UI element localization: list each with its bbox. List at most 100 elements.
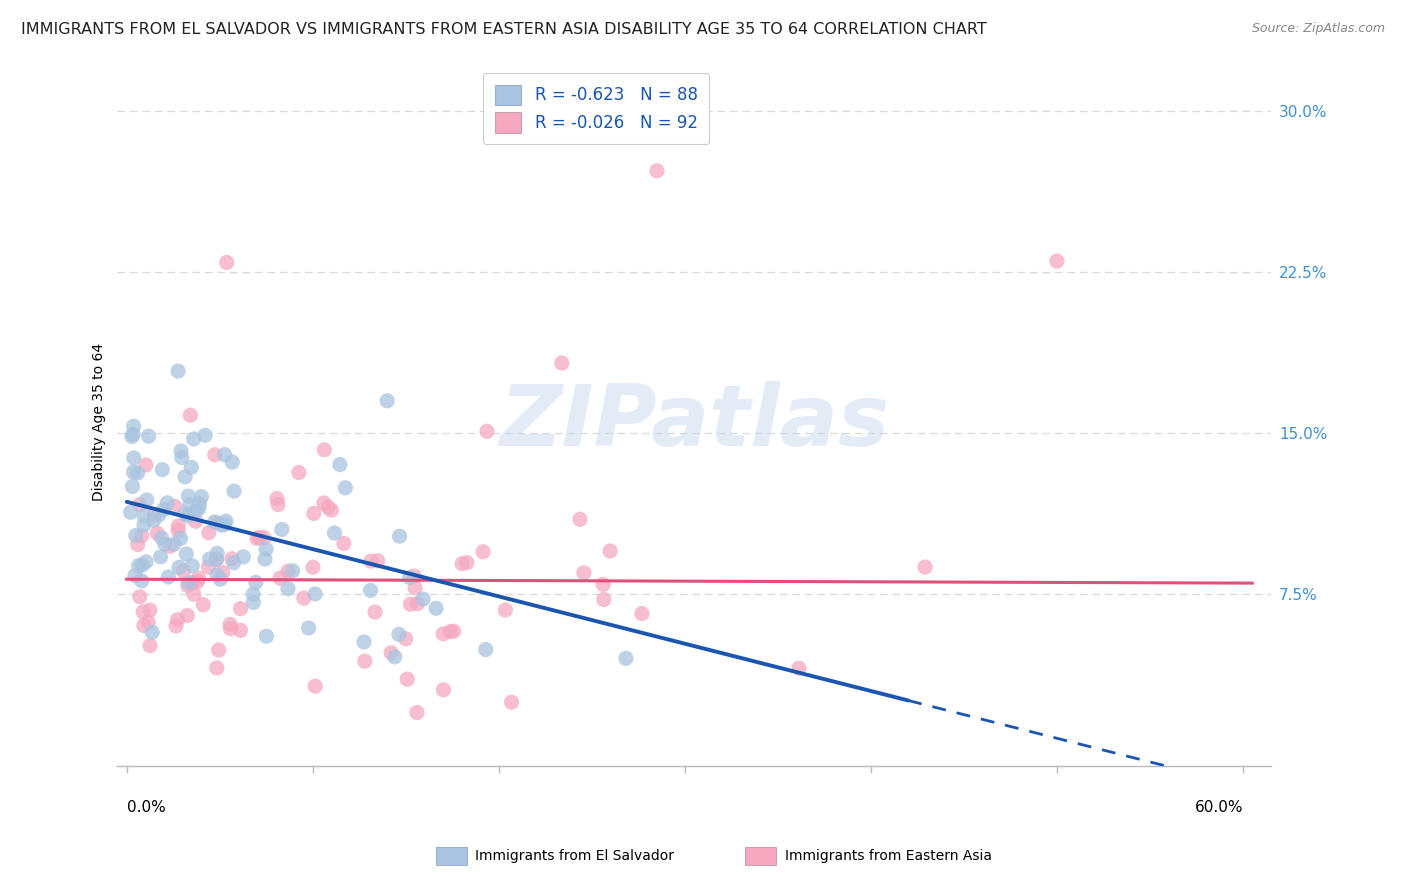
- Point: [380, 646, 402, 660]
- Point: [456, 556, 478, 570]
- Point: [246, 532, 269, 546]
- Point: [183, 432, 205, 446]
- Point: [122, 427, 145, 442]
- Point: [142, 513, 165, 527]
- Point: [329, 458, 352, 472]
- Point: [645, 163, 668, 178]
- Point: [152, 502, 174, 516]
- Point: [148, 508, 170, 522]
- Point: [215, 514, 238, 528]
- Point: [138, 429, 160, 443]
- Point: [131, 558, 153, 573]
- Point: [135, 458, 157, 472]
- Point: [163, 537, 186, 551]
- Point: [614, 651, 637, 665]
- Point: [177, 578, 200, 592]
- Point: [169, 532, 191, 546]
- Point: [399, 597, 422, 611]
- Point: [432, 682, 454, 697]
- Point: [132, 605, 155, 619]
- Point: [121, 479, 143, 493]
- Point: [205, 552, 228, 566]
- Point: [167, 560, 190, 574]
- Point: [501, 695, 523, 709]
- Point: [254, 629, 277, 643]
- Point: [205, 661, 228, 675]
- Text: IMMIGRANTS FROM EL SALVADOR VS IMMIGRANTS FROM EASTERN ASIA DISABILITY AGE 35 TO: IMMIGRANTS FROM EL SALVADOR VS IMMIGRANT…: [21, 22, 987, 37]
- Point: [181, 576, 204, 591]
- Point: [277, 564, 299, 578]
- Point: [204, 515, 226, 529]
- Point: [128, 498, 150, 512]
- Point: [474, 642, 496, 657]
- Point: [425, 601, 447, 615]
- Point: [188, 501, 211, 516]
- Point: [159, 539, 181, 553]
- Point: [398, 570, 420, 584]
- Point: [335, 481, 357, 495]
- Point: [787, 661, 810, 675]
- Point: [406, 597, 429, 611]
- Text: Immigrants from El Salvador: Immigrants from El Salvador: [475, 849, 675, 863]
- Point: [166, 613, 188, 627]
- Point: [190, 490, 212, 504]
- Point: [353, 635, 375, 649]
- Point: [125, 528, 148, 542]
- Point: [198, 552, 221, 566]
- Point: [253, 531, 276, 545]
- Point: [165, 619, 187, 633]
- Point: [174, 507, 197, 521]
- Point: [211, 518, 233, 533]
- Point: [443, 624, 465, 639]
- Y-axis label: Disability Age 35 to 64: Disability Age 35 to 64: [93, 343, 107, 501]
- Point: [163, 500, 186, 514]
- Point: [247, 530, 270, 544]
- Point: [209, 572, 232, 586]
- Point: [631, 607, 654, 621]
- Point: [149, 549, 172, 564]
- Point: [186, 574, 208, 589]
- Point: [221, 551, 243, 566]
- Point: [354, 654, 377, 668]
- Point: [193, 598, 215, 612]
- Point: [269, 571, 291, 585]
- Text: Immigrants from Eastern Asia: Immigrants from Eastern Asia: [785, 849, 991, 863]
- Point: [245, 575, 267, 590]
- Point: [333, 536, 356, 550]
- Point: [292, 591, 315, 606]
- Point: [194, 428, 217, 442]
- Point: [167, 364, 190, 378]
- Point: [132, 518, 155, 533]
- Point: [141, 625, 163, 640]
- Point: [170, 444, 193, 458]
- Point: [131, 574, 153, 588]
- Point: [207, 516, 229, 530]
- Point: [367, 554, 389, 568]
- Point: [176, 547, 198, 561]
- Point: [184, 514, 207, 528]
- Point: [229, 624, 252, 638]
- Point: [198, 525, 221, 540]
- Point: [167, 519, 190, 533]
- Point: [222, 556, 245, 570]
- Point: [183, 587, 205, 601]
- Point: [219, 617, 242, 632]
- Point: [396, 672, 419, 686]
- Point: [205, 546, 228, 560]
- Point: [180, 460, 202, 475]
- Point: [211, 566, 233, 580]
- Point: [242, 595, 264, 609]
- Point: [267, 498, 290, 512]
- Point: [146, 526, 169, 541]
- Point: [134, 508, 156, 523]
- Point: [127, 466, 149, 480]
- Point: [572, 566, 595, 580]
- Point: [592, 577, 614, 591]
- Point: [136, 615, 159, 630]
- Point: [270, 523, 292, 537]
- Point: [302, 560, 325, 574]
- Point: [214, 448, 236, 462]
- Point: [314, 442, 336, 457]
- Point: [242, 587, 264, 601]
- Point: [122, 419, 145, 434]
